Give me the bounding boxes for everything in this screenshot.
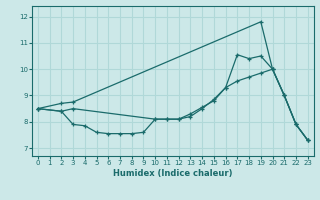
X-axis label: Humidex (Indice chaleur): Humidex (Indice chaleur) (113, 169, 233, 178)
